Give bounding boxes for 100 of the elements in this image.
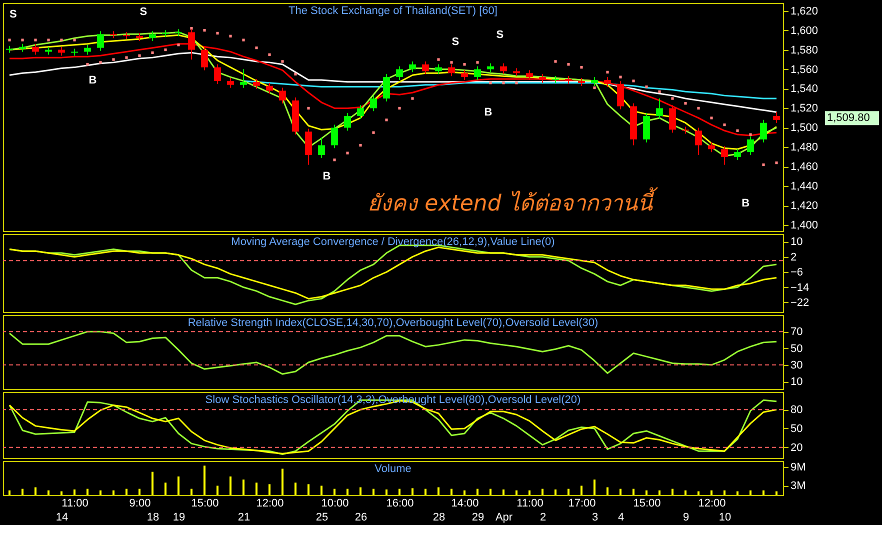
point	[255, 46, 258, 50]
y-tick-label: 1,580	[790, 44, 818, 56]
candlestick	[240, 68, 247, 88]
candlestick	[357, 104, 364, 120]
candlestick	[760, 119, 767, 143]
bar	[710, 490, 712, 495]
x-tick-label: 26	[354, 512, 368, 524]
point	[372, 131, 375, 134]
bar	[242, 480, 244, 495]
bar	[100, 490, 102, 495]
bar	[48, 490, 50, 495]
point	[736, 129, 739, 132]
bar	[60, 491, 62, 495]
bar	[528, 490, 530, 495]
point	[138, 54, 141, 57]
bar	[282, 468, 284, 495]
bar	[554, 489, 556, 495]
bar	[22, 488, 24, 495]
annotation: B	[88, 74, 97, 87]
bar	[750, 490, 752, 495]
candlestick	[214, 64, 221, 84]
bar	[606, 487, 608, 495]
y-tick-label: 1,500	[790, 122, 818, 134]
bar	[698, 491, 700, 495]
bar	[490, 488, 492, 495]
candlestick	[500, 62, 507, 75]
y-tick-label: 1,440	[790, 180, 818, 193]
candlestick	[149, 30, 156, 42]
candlestick	[669, 104, 676, 134]
y-tick-label: 50	[790, 422, 803, 435]
chart-title: The Stock Exchange of Thailand(SET) [60]	[288, 5, 498, 17]
bar	[398, 488, 400, 495]
y-tick-label: 1,620	[790, 5, 818, 18]
point	[73, 38, 76, 42]
bar	[320, 486, 322, 495]
bar	[34, 487, 36, 495]
bar	[204, 466, 206, 495]
point	[385, 118, 388, 122]
candlestick	[318, 136, 325, 158]
y-tick-label: 80	[790, 404, 803, 416]
point	[164, 48, 167, 52]
x-tick-label: 12:00	[698, 498, 726, 510]
bar	[672, 488, 674, 495]
x-tick-label: 9	[682, 512, 690, 524]
bar	[476, 488, 478, 495]
bar	[138, 488, 140, 495]
point	[671, 97, 674, 100]
candlestick	[370, 95, 377, 112]
bar	[164, 482, 166, 495]
candlestick	[383, 74, 390, 102]
point	[567, 63, 570, 66]
point	[554, 60, 557, 63]
point	[177, 44, 180, 46]
x-tick-label: 16:00	[386, 498, 414, 510]
candlestick	[474, 66, 481, 80]
x-tick-label: 19	[172, 512, 186, 524]
candlestick	[279, 87, 286, 104]
candlestick	[331, 124, 338, 149]
x-tick-label: 12:00	[256, 498, 284, 510]
point	[294, 72, 297, 76]
candlestick	[721, 146, 728, 166]
bar	[86, 488, 88, 495]
bar	[256, 482, 258, 495]
point	[658, 90, 661, 93]
bar	[308, 484, 310, 495]
y-tick-label: 70	[790, 326, 803, 338]
bar	[724, 490, 726, 495]
candlestick	[84, 44, 91, 56]
bar	[412, 488, 414, 495]
point	[697, 106, 700, 110]
annotation: S	[452, 36, 460, 48]
chart-title: Moving Average Convergence / Divergence(26,12,9),Value Line(0)	[231, 236, 555, 248]
bar	[424, 488, 426, 495]
point	[203, 28, 206, 32]
point	[762, 163, 765, 166]
y-tick-label: 1,480	[790, 142, 818, 154]
point	[307, 106, 310, 110]
x-tick-label: 25	[316, 512, 328, 524]
x-tick-label: 4	[618, 512, 624, 524]
bar	[684, 490, 686, 495]
candlestick	[253, 78, 260, 90]
point	[606, 70, 609, 74]
candlestick	[396, 66, 403, 80]
point	[190, 27, 193, 30]
candlestick	[448, 64, 455, 77]
candlestick	[32, 43, 39, 56]
point	[346, 152, 349, 154]
candlestick	[266, 82, 273, 94]
x-tick-label: 10:00	[321, 498, 349, 510]
point	[463, 63, 466, 66]
candlestick	[617, 80, 624, 110]
y-tick-label: 1,540	[790, 83, 818, 96]
point	[47, 38, 50, 42]
candlestick	[305, 128, 312, 166]
point	[580, 66, 583, 69]
point	[333, 158, 336, 162]
bar	[346, 488, 348, 495]
bar	[268, 484, 270, 495]
point	[21, 38, 24, 42]
bar	[736, 491, 738, 495]
